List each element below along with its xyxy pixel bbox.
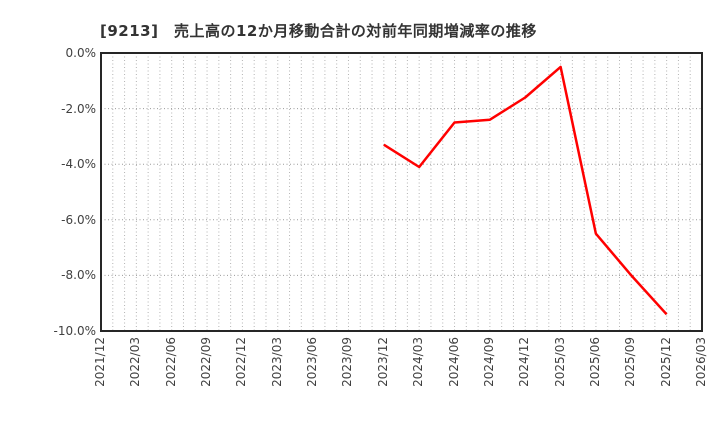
x-tick-label: 2024/12 (517, 337, 532, 387)
y-tick-label: -8.0% (61, 268, 96, 283)
x-tick-label: 2023/03 (269, 337, 284, 387)
x-tick-label: 2024/06 (446, 337, 461, 387)
x-tick-label: 2024/09 (481, 337, 496, 387)
x-tick-label: 2022/06 (163, 337, 178, 387)
x-tick-label: 2026/03 (694, 337, 708, 387)
x-tick-label: 2025/12 (658, 337, 673, 387)
x-tick-label: 2022/09 (199, 337, 214, 387)
x-tick-label: 2025/03 (552, 337, 567, 387)
y-tick-label: 0.0% (65, 46, 97, 60)
chart-title: [9213] 売上高の12か月移動合計の対前年同期増減率の推移 (100, 22, 537, 40)
y-tick-label: -6.0% (61, 212, 96, 227)
x-tick-label: 2021/12 (93, 337, 107, 387)
x-tick-label: 2025/09 (623, 337, 638, 387)
y-tick-label: -4.0% (61, 157, 96, 172)
x-tick-label: 2023/12 (375, 337, 390, 387)
x-tick-label: 2022/12 (234, 337, 249, 387)
x-tick-label: 2024/03 (411, 337, 426, 387)
x-tick-label: 2023/06 (305, 337, 320, 387)
y-tick-label: -2.0% (61, 101, 96, 116)
y-tick-label: -10.0% (53, 324, 96, 338)
plot-frame (100, 52, 703, 332)
x-tick-label: 2025/06 (587, 337, 602, 387)
x-tick-label: 2023/09 (340, 337, 355, 387)
x-tick-label: 2022/03 (128, 337, 143, 387)
data-line (383, 65, 668, 316)
